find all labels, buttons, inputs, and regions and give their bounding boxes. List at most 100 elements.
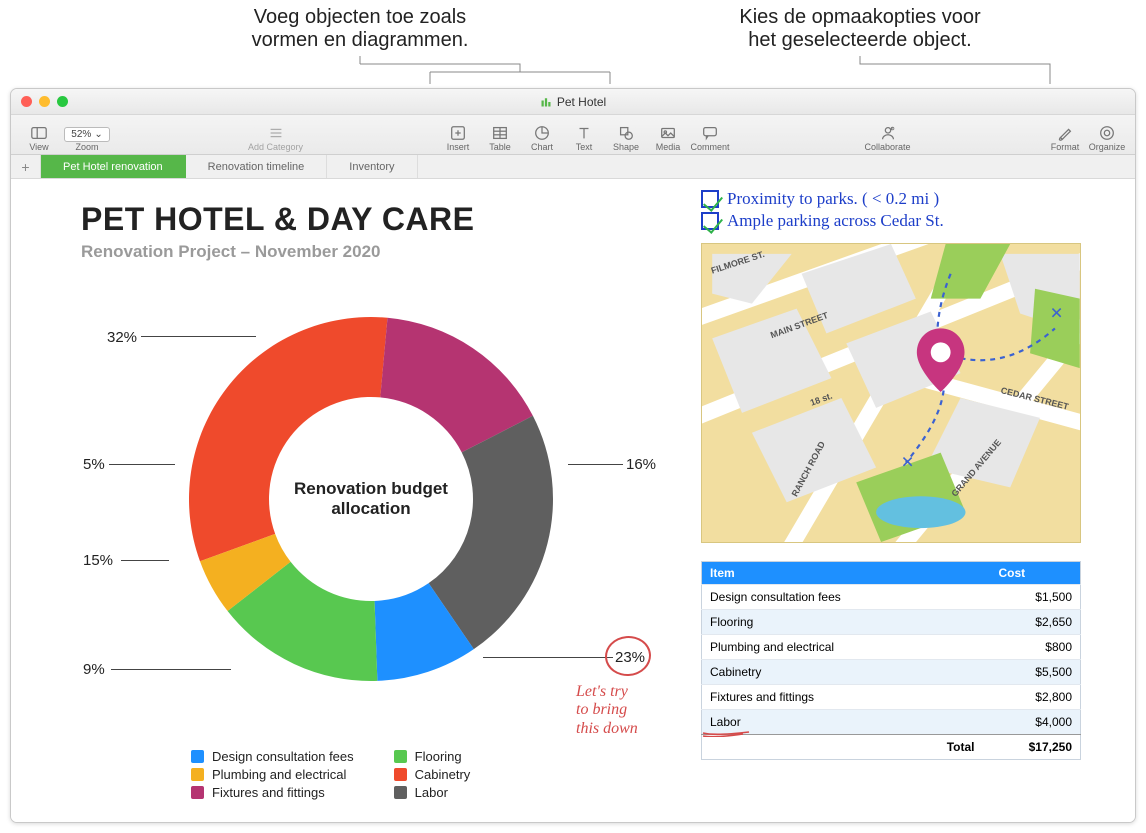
legend-item: Design consultation fees	[191, 749, 354, 764]
organize-icon	[1098, 124, 1116, 142]
insert-group: Insert Table Chart Text Shape Media	[438, 124, 730, 152]
pct-plumbing: 5%	[83, 456, 105, 473]
callout-insert-text: Voeg objecten toe zoalsvormen en diagram…	[252, 6, 469, 51]
legend-item: Flooring	[394, 749, 471, 764]
comment-icon	[701, 124, 719, 142]
svg-text:+: +	[891, 126, 894, 131]
comment-button[interactable]: Comment	[690, 124, 730, 152]
col-cost: Cost	[991, 562, 1081, 585]
cell-cost: $5,500	[991, 660, 1081, 685]
cost-table[interactable]: Item Cost Design consultation fees$1,500…	[701, 561, 1081, 760]
table-row[interactable]: Labor$4,000	[702, 710, 1081, 735]
donut-chart[interactable]: Renovation budget allocation 32% 5% 15% …	[71, 299, 661, 779]
cell-item: Plumbing and electrical	[702, 635, 991, 660]
sheet-tab-2[interactable]: Inventory	[327, 155, 417, 178]
legend-label: Labor	[415, 785, 448, 800]
checkbox-icon	[701, 212, 719, 230]
legend-item: Fixtures and fittings	[191, 785, 354, 800]
handwritten-checklist: Proximity to parks. ( < 0.2 mi ) Ample p…	[701, 189, 944, 233]
add-sheet-button[interactable]: +	[11, 155, 41, 178]
sidebar-icon	[30, 124, 48, 142]
numbers-doc-icon	[540, 96, 552, 108]
view-button[interactable]: View	[19, 124, 59, 152]
media-button[interactable]: Media	[648, 124, 688, 152]
page-subtitle: Renovation Project – November 2020	[81, 242, 474, 262]
table-row[interactable]: Plumbing and electrical$800	[702, 635, 1081, 660]
brush-icon	[1056, 124, 1074, 142]
cell-cost: $2,650	[991, 610, 1081, 635]
legend-label: Flooring	[415, 749, 462, 764]
cell-cost: $800	[991, 635, 1081, 660]
checkbox-icon	[701, 190, 719, 208]
callout-format: Kies de opmaakopties voorhet geselecteer…	[690, 6, 1030, 52]
checklist-item: Proximity to parks. ( < 0.2 mi )	[701, 189, 944, 209]
table-row[interactable]: Cabinetry$5,500	[702, 660, 1081, 685]
text-button[interactable]: Text	[564, 124, 604, 152]
table-button[interactable]: Table	[480, 124, 520, 152]
chevron-down-icon: ⌄	[94, 129, 102, 140]
cell-item: Design consultation fees	[702, 585, 991, 610]
list-icon	[267, 124, 285, 142]
svg-text:✕: ✕	[1050, 306, 1063, 323]
pct-flooring: 15%	[83, 552, 113, 569]
toolbar: View 52%⌄ Zoom Add Category Insert Table…	[11, 115, 1135, 155]
shape-icon	[617, 124, 635, 142]
titlebar: Pet Hotel	[11, 89, 1135, 115]
add-category-button[interactable]: Add Category	[236, 124, 316, 152]
insert-button[interactable]: Insert	[438, 124, 478, 152]
total-value: $17,250	[991, 735, 1081, 760]
pct-fixtures: 16%	[626, 456, 656, 473]
cell-cost: $1,500	[991, 585, 1081, 610]
app-window: Pet Hotel View 52%⌄ Zoom Add Category In…	[10, 88, 1136, 823]
cell-cost: $2,800	[991, 685, 1081, 710]
callout-format-text: Kies de opmaakopties voorhet geselecteer…	[739, 6, 980, 51]
pie-icon	[533, 124, 551, 142]
callout-insert: Voeg objecten toe zoalsvormen en diagram…	[200, 6, 520, 52]
sheet-tabs: + Pet Hotel renovation Renovation timeli…	[11, 155, 1135, 179]
cell-cost: $4,000	[991, 710, 1081, 735]
legend-swatch	[191, 750, 204, 763]
shape-button[interactable]: Shape	[606, 124, 646, 152]
donut-center-label: Renovation budget allocation	[271, 399, 471, 599]
legend-item: Plumbing and electrical	[191, 767, 354, 782]
canvas[interactable]: PET HOTEL & DAY CARE Renovation Project …	[11, 179, 1135, 822]
document-title: Pet Hotel	[11, 95, 1135, 109]
col-item: Item	[702, 562, 991, 585]
minimize-button[interactable]	[39, 96, 50, 107]
legend-label: Fixtures and fittings	[212, 785, 325, 800]
cell-item: Labor	[702, 710, 991, 735]
legend-item: Cabinetry	[394, 767, 471, 782]
media-icon	[659, 124, 677, 142]
cell-item: Fixtures and fittings	[702, 685, 991, 710]
total-label: Total	[702, 735, 991, 760]
title-block: PET HOTEL & DAY CARE Renovation Project …	[81, 201, 474, 262]
pct-design: 9%	[83, 661, 105, 678]
legend-label: Plumbing and electrical	[212, 767, 346, 782]
cell-item: Cabinetry	[702, 660, 991, 685]
zoom-control[interactable]: 52%⌄ Zoom	[61, 127, 113, 152]
chart-button[interactable]: Chart	[522, 124, 562, 152]
fullscreen-button[interactable]	[57, 96, 68, 107]
close-button[interactable]	[21, 96, 32, 107]
svg-text:✕: ✕	[901, 455, 914, 472]
table-row[interactable]: Flooring$2,650	[702, 610, 1081, 635]
format-button[interactable]: Format	[1045, 124, 1085, 152]
organize-button[interactable]: Organize	[1087, 124, 1127, 152]
table-row[interactable]: Design consultation fees$1,500	[702, 585, 1081, 610]
legend-swatch	[394, 750, 407, 763]
legend-label: Cabinetry	[415, 767, 471, 782]
table-row[interactable]: Fixtures and fittings$2,800	[702, 685, 1081, 710]
checklist-item: Ample parking across Cedar St.	[701, 211, 944, 231]
donut-legend: Design consultation fees Flooring Plumbing…	[191, 749, 470, 800]
plus-box-icon	[449, 124, 467, 142]
legend-swatch	[191, 786, 204, 799]
page-title: PET HOTEL & DAY CARE	[81, 201, 474, 238]
collaborate-button[interactable]: + Collaborate	[853, 124, 923, 152]
pct-cabinetry: 32%	[107, 329, 137, 346]
sheet-tab-1[interactable]: Renovation timeline	[186, 155, 328, 178]
cell-item: Flooring	[702, 610, 991, 635]
legend-swatch	[394, 786, 407, 799]
map-illustration: FILMORE ST. MAIN STREET RANCH ROAD GRAND…	[701, 243, 1081, 543]
sheet-tab-active[interactable]: Pet Hotel renovation	[41, 155, 186, 178]
table-icon	[491, 124, 509, 142]
